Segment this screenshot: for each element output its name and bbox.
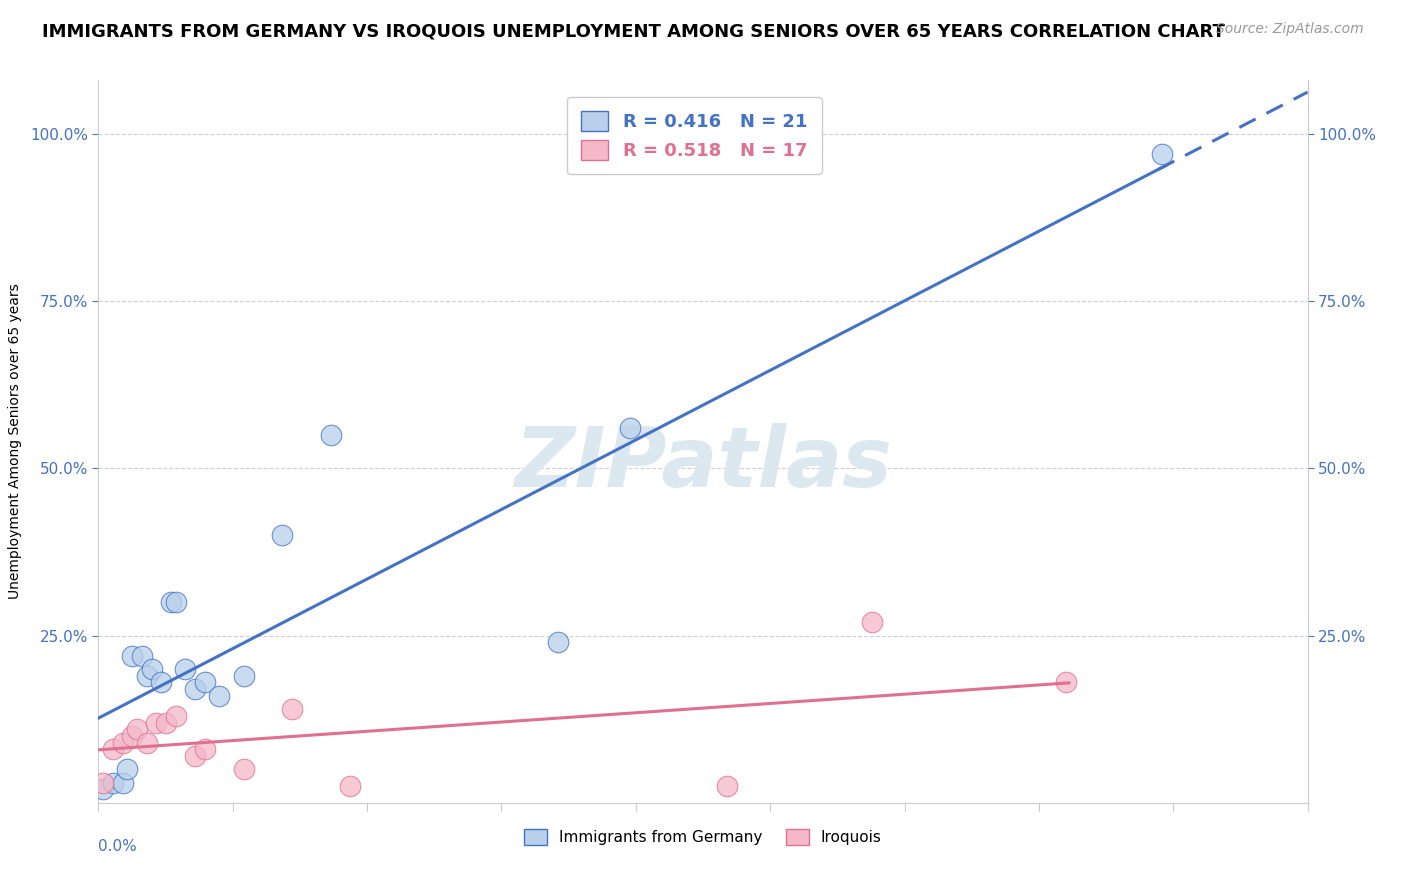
Point <box>117 762 139 776</box>
Point <box>135 669 157 683</box>
Point <box>101 742 124 756</box>
Point <box>174 662 197 676</box>
Text: Source: ZipAtlas.com: Source: ZipAtlas.com <box>1216 22 1364 37</box>
Point <box>160 595 183 609</box>
Y-axis label: Unemployment Among Seniors over 65 years: Unemployment Among Seniors over 65 years <box>7 284 21 599</box>
Point <box>184 749 207 764</box>
Point <box>135 735 157 749</box>
Point <box>131 648 153 663</box>
Point <box>619 421 641 435</box>
Point <box>121 648 143 663</box>
Point <box>232 669 254 683</box>
Point <box>150 675 173 690</box>
Point <box>547 635 569 649</box>
Point <box>91 782 114 797</box>
Point <box>860 615 883 630</box>
Point <box>184 681 207 696</box>
Point <box>91 776 114 790</box>
Point <box>281 702 304 716</box>
Point <box>111 776 134 790</box>
Point <box>101 776 124 790</box>
Text: ZIPatlas: ZIPatlas <box>515 423 891 504</box>
Point <box>1152 147 1174 161</box>
Point <box>121 729 143 743</box>
Point <box>208 689 231 703</box>
Point <box>155 715 177 730</box>
Point <box>194 675 217 690</box>
Point <box>716 779 738 793</box>
Point <box>319 427 342 442</box>
Point <box>271 528 294 542</box>
Point <box>339 779 361 793</box>
Text: 0.0%: 0.0% <box>98 838 138 854</box>
Point <box>141 662 163 676</box>
Point <box>1054 675 1077 690</box>
Point <box>145 715 167 730</box>
Legend: Immigrants from Germany, Iroquois: Immigrants from Germany, Iroquois <box>516 822 890 853</box>
Point <box>127 723 149 737</box>
Point <box>194 742 217 756</box>
Text: IMMIGRANTS FROM GERMANY VS IROQUOIS UNEMPLOYMENT AMONG SENIORS OVER 65 YEARS COR: IMMIGRANTS FROM GERMANY VS IROQUOIS UNEM… <box>42 22 1225 40</box>
Point <box>165 708 187 723</box>
Point <box>165 595 187 609</box>
Point <box>111 735 134 749</box>
Point <box>232 762 254 776</box>
